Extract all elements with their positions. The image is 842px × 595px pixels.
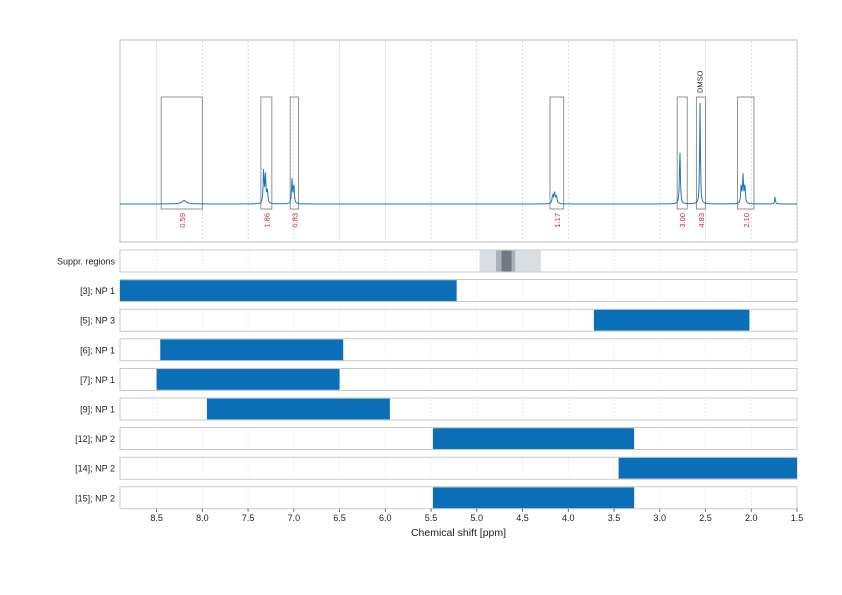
- integral-box: [160, 96, 203, 210]
- row-label: [5]; NP 3: [80, 316, 115, 326]
- region-row: [7]; NP 1: [80, 367, 798, 391]
- row-label: [7]; NP 1: [80, 375, 115, 385]
- row-label: [12]; NP 2: [75, 434, 115, 444]
- integral-box: [695, 96, 706, 210]
- integral-box: [676, 96, 688, 210]
- row-label: [14]; NP 2: [75, 464, 115, 474]
- x-tick-label: 3.5: [608, 513, 621, 523]
- integral-labels: 0.59 1.86 0.83 1.17 3.00 4.83 2.10: [178, 213, 751, 228]
- region-row: [15]; NP 2: [75, 486, 798, 510]
- x-tick-label: 3.0: [654, 513, 667, 523]
- region-row: [6]; NP 1: [80, 338, 798, 362]
- region-rows-panel: Suppr. regions [3]; NP 1 [5]; NP 3 [6]; NP …: [57, 249, 798, 510]
- integral-boxes: [160, 96, 755, 210]
- x-tick-label: 7.5: [242, 513, 255, 523]
- row-label: [6]; NP 1: [80, 345, 115, 355]
- region-row: [12]; NP 2: [75, 427, 798, 451]
- integral-value: 2.10: [742, 213, 751, 228]
- region-bar: [432, 487, 635, 509]
- x-axis-label: Chemical shift [ppm]: [411, 527, 506, 539]
- integral-box: [289, 96, 299, 210]
- spectrum-line: [120, 102, 797, 205]
- integral-value: 4.83: [697, 213, 706, 228]
- integral-box: [737, 96, 755, 210]
- region-row: [9]; NP 1: [80, 397, 798, 421]
- x-tick-label: 5.0: [471, 513, 484, 523]
- x-tick-label: 5.5: [425, 513, 438, 523]
- x-axis: 8.5 8.0 7.5 7.0 6.5 6.0 5.5 5.0 4.5 4.0 3.5 3.0 2.5 2…: [150, 508, 804, 539]
- x-tick-label: 4.5: [516, 513, 529, 523]
- suppr-band: [501, 250, 512, 272]
- solvent-label: DMSO: [696, 70, 705, 93]
- x-tick-label: 8.5: [150, 513, 163, 523]
- integral-box: [549, 96, 565, 210]
- integral-value: 0.59: [178, 213, 187, 228]
- region-row: [14]; NP 2: [75, 456, 798, 480]
- row-frame: [119, 249, 798, 273]
- spectrum-plot-frame: [119, 39, 798, 243]
- region-bar: [618, 457, 797, 479]
- integral-value: 1.17: [553, 213, 562, 228]
- x-tick-label: 4.0: [562, 513, 575, 523]
- region-row: [3]; NP 1: [80, 279, 798, 303]
- region-bar: [156, 369, 340, 390]
- integral-box: [260, 96, 273, 210]
- x-tick-label: 7.0: [288, 513, 301, 523]
- x-axis-ticks: 8.5 8.0 7.5 7.0 6.5 6.0 5.5 5.0 4.5 4.0 3.5 3.0 2.5 2…: [150, 508, 804, 523]
- x-tick-label: 2.0: [745, 513, 758, 523]
- region-bar: [160, 339, 344, 361]
- row-label: Suppr. regions: [57, 257, 116, 267]
- integral-value: 0.83: [290, 213, 299, 228]
- spectrum-panel: 0.59 1.86 0.83 1.17 3.00 4.83 2.10 DMSO: [119, 39, 798, 243]
- x-tick-label: 8.0: [196, 513, 209, 523]
- region-bar: [432, 428, 635, 449]
- row-label: [15]; NP 2: [75, 493, 115, 503]
- region-bar: [120, 280, 457, 301]
- integral-value: 3.00: [678, 213, 687, 228]
- suppr-regions-row: Suppr. regions: [57, 249, 798, 273]
- x-tick-label: 6.5: [333, 513, 346, 523]
- x-tick-label: 2.5: [699, 513, 712, 523]
- x-tick-label: 1.5: [791, 513, 804, 523]
- row-label: [9]; NP 1: [80, 405, 115, 415]
- row-label: [3]; NP 1: [80, 286, 115, 296]
- region-bar: [593, 309, 750, 331]
- region-bar: [206, 398, 390, 420]
- integral-value: 1.86: [262, 213, 271, 228]
- region-row: [5]; NP 3: [80, 308, 798, 332]
- x-tick-label: 6.0: [379, 513, 392, 523]
